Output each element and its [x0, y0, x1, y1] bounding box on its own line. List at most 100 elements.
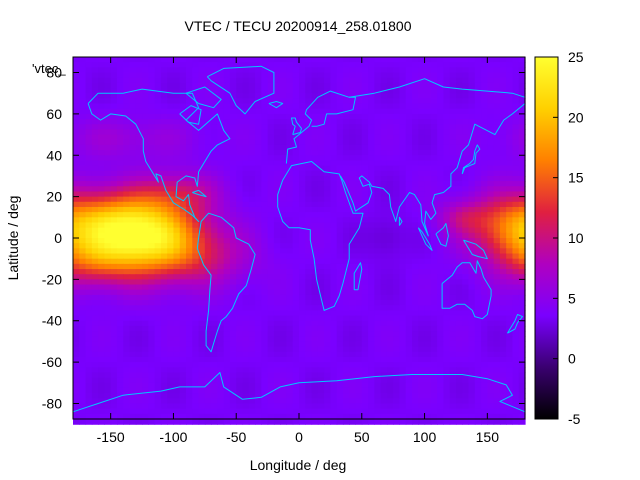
- heatmap-cell: [85, 263, 93, 270]
- heatmap-cell: [437, 160, 444, 167]
- heatmap-cell: [91, 336, 99, 343]
- heatmap-cell: [330, 258, 338, 265]
- heatmap-cell: [148, 356, 156, 363]
- heatmap-cell: [129, 325, 137, 332]
- heatmap-cell: [167, 201, 175, 208]
- heatmap-cell: [474, 372, 482, 379]
- heatmap-cell: [424, 274, 432, 280]
- heatmap-cell: [154, 294, 162, 301]
- heatmap-cell: [211, 217, 218, 224]
- heatmap-cell: [280, 181, 288, 187]
- heatmap-cell: [324, 315, 331, 322]
- heatmap-cell: [129, 408, 137, 415]
- heatmap-cell: [386, 232, 394, 239]
- heatmap-cell: [462, 263, 470, 270]
- heatmap-cell: [98, 119, 105, 125]
- heatmap-cell: [305, 362, 313, 368]
- heatmap-cell: [443, 108, 451, 115]
- heatmap-cell: [204, 279, 212, 286]
- heatmap-cell: [374, 186, 382, 193]
- heatmap-cell: [499, 212, 507, 218]
- heatmap-cell: [361, 351, 369, 358]
- heatmap-cell: [167, 222, 175, 229]
- heatmap-cell: [424, 134, 432, 141]
- heatmap-cell: [299, 206, 306, 213]
- heatmap-cell: [242, 372, 250, 379]
- heatmap-cell: [468, 372, 476, 379]
- heatmap-cell: [91, 201, 99, 208]
- heatmap-cell: [110, 372, 118, 379]
- heatmap-cell: [186, 57, 193, 63]
- heatmap-cell: [311, 191, 319, 198]
- heatmap-cell: [324, 144, 331, 151]
- heatmap-cell: [361, 82, 369, 89]
- heatmap-cell: [374, 165, 382, 172]
- heatmap-cell: [217, 186, 225, 193]
- heatmap-cell: [211, 269, 218, 275]
- heatmap-cell: [374, 88, 382, 94]
- heatmap-cell: [91, 387, 99, 394]
- heatmap-cell: [142, 206, 149, 213]
- heatmap-cell: [142, 372, 149, 379]
- heatmap-cell: [361, 377, 369, 384]
- heatmap-cell: [374, 248, 382, 255]
- heatmap-cell: [361, 181, 369, 187]
- heatmap-cell: [424, 387, 432, 394]
- heatmap-cell: [355, 387, 363, 394]
- heatmap-cell: [374, 382, 382, 389]
- heatmap-cell: [167, 98, 175, 105]
- heatmap-cell: [468, 294, 476, 301]
- heatmap-cell: [192, 103, 200, 110]
- heatmap-cell: [368, 294, 375, 301]
- heatmap-cell: [192, 325, 200, 332]
- heatmap-cell: [493, 67, 501, 74]
- heatmap-cell: [116, 119, 124, 125]
- heatmap-cell: [474, 232, 482, 239]
- heatmap-cell: [280, 315, 288, 322]
- heatmap-cell: [292, 129, 300, 136]
- heatmap-cell: [261, 315, 269, 322]
- heatmap-cell: [85, 186, 93, 193]
- heatmap-cell: [443, 274, 451, 280]
- heatmap-cell: [280, 72, 288, 79]
- heatmap-cell: [474, 325, 482, 332]
- heatmap-cell: [512, 320, 520, 327]
- heatmap-cell: [493, 331, 501, 337]
- heatmap-cell: [342, 150, 350, 156]
- heatmap-cell: [481, 227, 488, 234]
- heatmap-cell: [493, 160, 501, 167]
- heatmap-cell: [73, 263, 80, 270]
- heatmap-cell: [142, 398, 149, 405]
- heatmap-cell: [399, 181, 407, 187]
- heatmap-cell: [424, 129, 432, 136]
- heatmap-cell: [380, 212, 388, 218]
- heatmap-cell: [217, 398, 225, 405]
- heatmap-cell: [424, 108, 432, 115]
- heatmap-cell: [499, 325, 507, 332]
- heatmap-cell: [110, 413, 118, 420]
- heatmap-cell: [167, 124, 175, 130]
- heatmap-cell: [462, 155, 470, 162]
- heatmap-cell: [405, 362, 413, 368]
- heatmap-cell: [223, 243, 231, 249]
- heatmap-cell: [98, 362, 105, 368]
- heatmap-cell: [104, 113, 112, 120]
- heatmap-cell: [305, 284, 313, 291]
- heatmap-cell: [405, 124, 413, 130]
- heatmap-cell: [324, 263, 331, 270]
- heatmap-cell: [267, 315, 275, 322]
- heatmap-cell: [110, 77, 118, 84]
- heatmap-cell: [173, 362, 181, 368]
- heatmap-cell: [273, 341, 281, 348]
- heatmap-cell: [418, 57, 426, 63]
- heatmap-cell: [116, 217, 124, 224]
- heatmap-cell: [98, 258, 105, 265]
- heatmap-cell: [430, 160, 438, 167]
- heatmap-cell: [186, 253, 193, 260]
- heatmap-cell: [142, 387, 149, 394]
- heatmap-cell: [342, 82, 350, 89]
- heatmap-cell: [255, 196, 262, 203]
- heatmap-cell: [499, 243, 507, 249]
- heatmap-cell: [267, 57, 275, 63]
- heatmap-cell: [148, 175, 156, 182]
